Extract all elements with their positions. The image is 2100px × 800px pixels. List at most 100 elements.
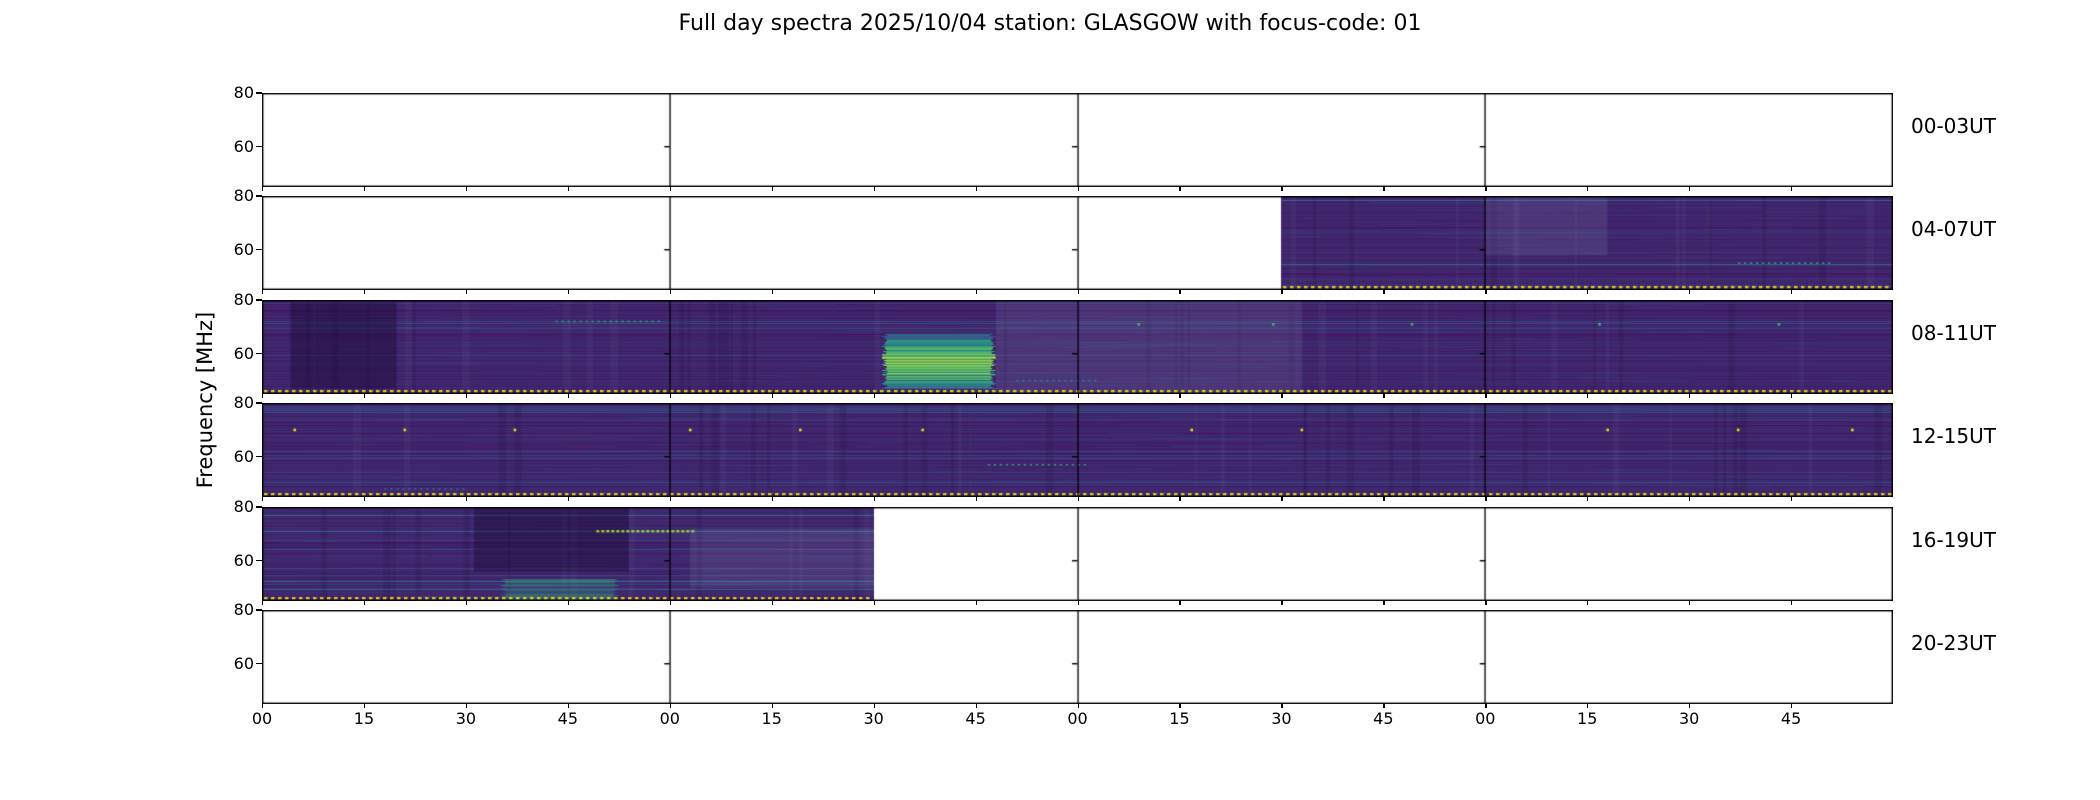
spectrogram-canvas [262, 93, 1893, 187]
x-tick-mark [567, 497, 570, 501]
x-tick-mark [262, 187, 264, 191]
x-tick-mark [465, 601, 468, 605]
x-tick-mark [1077, 601, 1079, 605]
x-tick-label: 15 [761, 709, 782, 728]
y-tick-mark [256, 248, 262, 251]
x-tick-mark [1791, 187, 1793, 191]
x-tick-mark [363, 290, 366, 294]
x-tick-mark [1281, 601, 1283, 605]
x-tick-mark [1485, 187, 1487, 191]
x-tick-label: 00 [659, 709, 680, 728]
x-tick-mark [262, 394, 264, 398]
x-tick-mark [1689, 290, 1691, 294]
x-tick-label: 00 [251, 709, 273, 728]
y-tick-mark [256, 609, 262, 611]
x-tick-mark [771, 601, 773, 605]
x-tick-mark [771, 704, 773, 708]
x-tick-mark [1077, 497, 1079, 501]
x-tick-mark [1179, 704, 1181, 708]
figure-title: Full day spectra 2025/10/04 station: GLA… [678, 11, 1422, 36]
spectra-panel-12-15ut [256, 402, 1893, 501]
y-tick-label: 60 [233, 136, 254, 156]
x-tick-mark [873, 497, 875, 501]
x-tick-mark [1383, 704, 1385, 708]
x-tick-mark [1281, 394, 1283, 398]
y-tick-mark [256, 145, 262, 148]
x-tick-label: 30 [455, 709, 477, 728]
x-tick-mark [567, 394, 570, 398]
x-tick-mark [465, 497, 468, 501]
x-tick-mark [567, 704, 570, 708]
x-tick-mark [1689, 704, 1691, 708]
x-tick-mark [669, 394, 672, 398]
x-tick-mark [1485, 394, 1487, 398]
y-tick-label: 60 [233, 343, 254, 363]
y-tick-label: 60 [233, 653, 254, 673]
x-tick-label: 45 [557, 709, 578, 728]
y-tick-mark [256, 455, 262, 458]
spectra-panel-04-07ut [256, 195, 1893, 294]
y-tick-mark [256, 402, 262, 404]
x-tick-mark [1077, 394, 1079, 398]
x-tick-mark [262, 704, 264, 708]
x-tick-mark [1383, 187, 1385, 191]
row-time-label: 16-19UT [1911, 528, 1996, 552]
x-tick-mark [771, 497, 773, 501]
x-tick-mark [262, 601, 264, 605]
y-tick-label: 80 [233, 83, 254, 102]
x-tick-mark [771, 394, 773, 398]
x-tick-mark [1689, 601, 1691, 605]
x-tick-mark [1791, 601, 1793, 605]
x-tick-mark [669, 497, 672, 501]
x-tick-mark [1383, 601, 1385, 605]
x-tick-label: 00 [1067, 709, 1088, 728]
spectra-panel-16-19ut [256, 506, 1893, 605]
x-tick-mark [465, 290, 468, 294]
x-tick-mark [1077, 704, 1079, 708]
row-time-label: 12-15UT [1911, 424, 1996, 448]
x-tick-mark [1485, 497, 1487, 501]
x-tick-mark [1383, 497, 1385, 501]
x-tick-mark [1077, 187, 1079, 191]
x-tick-mark [1587, 394, 1589, 398]
x-tick-mark [363, 601, 366, 605]
x-tick-mark [363, 497, 366, 501]
x-tick-mark [1281, 290, 1283, 294]
x-tick-mark [1281, 704, 1283, 708]
y-tick-mark [256, 92, 262, 94]
y-tick-label: 80 [233, 497, 254, 516]
x-tick-mark [771, 290, 773, 294]
x-tick-mark [363, 704, 366, 708]
x-tick-mark [1689, 394, 1691, 398]
x-tick-label: 15 [1577, 709, 1598, 728]
x-tick-mark [1791, 704, 1793, 708]
x-tick-mark [262, 497, 264, 501]
x-tick-mark [567, 187, 570, 191]
spectrogram-canvas [262, 507, 1893, 601]
x-tick-mark [1179, 394, 1181, 398]
x-tick-mark [1587, 704, 1589, 708]
x-tick-mark [873, 290, 875, 294]
spectrogram-canvas [262, 196, 1893, 290]
y-tick-label: 60 [233, 446, 254, 466]
x-tick-mark [465, 394, 468, 398]
x-tick-label: 30 [1271, 709, 1292, 728]
x-tick-mark [1791, 497, 1793, 501]
y-tick-label: 80 [233, 393, 254, 412]
x-tick-mark [669, 704, 672, 708]
x-tick-mark [1077, 290, 1079, 294]
spectrogram-canvas [262, 300, 1893, 394]
y-tick-mark [256, 195, 262, 197]
x-tick-label: 45 [1780, 709, 1802, 728]
y-tick-mark [256, 662, 262, 665]
row-time-label: 00-03UT [1911, 114, 1996, 138]
x-tick-mark [465, 187, 468, 191]
x-tick-mark [1689, 187, 1691, 191]
y-tick-label: 80 [233, 290, 254, 309]
x-tick-mark [873, 704, 875, 708]
x-tick-mark [465, 704, 468, 708]
row-time-label: 20-23UT [1911, 631, 1996, 655]
x-tick-mark [1281, 187, 1283, 191]
x-tick-mark [975, 290, 977, 294]
